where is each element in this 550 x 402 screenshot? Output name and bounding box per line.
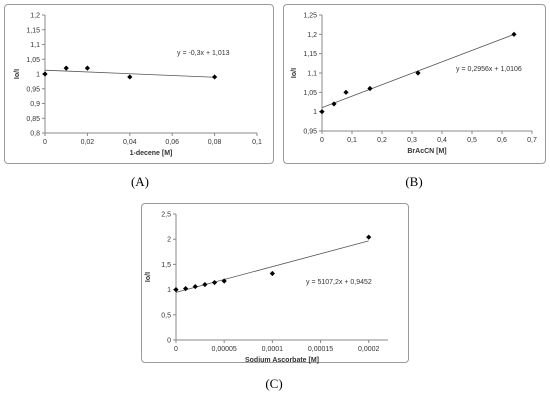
caption-c: (C) <box>265 376 283 391</box>
chart-panel-b: 0,95 1 1,05 1,1 1,15 1,2 1,25 0 0,1 0,2 0,3 0,4 0,5 0… <box>283 4 546 164</box>
x-tick-label: 0,3 <box>407 137 417 144</box>
y-tick-label: 0,85 <box>26 116 40 123</box>
data-point <box>319 109 325 115</box>
y-tick-label: 1 <box>36 72 40 79</box>
y-tick-label: 2,5 <box>161 212 171 219</box>
data-point <box>366 234 372 240</box>
x-tick-label: 0,0001 <box>262 346 284 353</box>
trendline-equation: y = 0,2956x + 1,0106 <box>456 66 522 73</box>
data-point <box>331 101 337 107</box>
caption-b: (B) <box>405 174 423 189</box>
data-point <box>212 74 218 80</box>
chart-b-svg: 0,95 1 1,05 1,1 1,15 1,2 1,25 0 0,1 0,2 0,3 0,4 0,5 0… <box>291 13 537 156</box>
y-tick-label: 1,2 <box>307 32 317 39</box>
y-tick-label: 1,1 <box>30 42 40 49</box>
x-tick-label: 0 <box>320 137 324 144</box>
x-tick-label: 0,00015 <box>308 346 333 353</box>
y-tick-label: 1 <box>167 287 171 294</box>
x-tick-label: 0,5 <box>467 137 477 144</box>
x-axis-title: BrAcCN [M] <box>407 148 446 155</box>
x-tick-label: 0,4 <box>437 137 447 144</box>
data-point <box>127 74 133 80</box>
data-point <box>221 278 227 284</box>
y-axis-title: Io/I <box>14 69 21 79</box>
x-tick-label: 0,2 <box>377 137 387 144</box>
data-point <box>511 31 517 37</box>
y-tick-label: 0,9 <box>30 101 40 108</box>
trendline <box>175 240 369 293</box>
y-tick-label: 2 <box>167 237 171 244</box>
trendline <box>44 69 215 78</box>
x-axis-title: Sodium Ascorbate [M] <box>245 357 319 364</box>
caption-a: (A) <box>130 174 150 189</box>
y-tick-label: 0,95 <box>303 129 317 136</box>
data-point <box>415 70 421 76</box>
data-point <box>202 281 208 288</box>
trendline-equation: y = -0,3x + 1,013 <box>177 50 230 57</box>
x-tick-label: 0,0002 <box>358 346 380 353</box>
x-tick-label: 0,1 <box>252 139 262 146</box>
x-tick-label: 0 <box>43 139 47 146</box>
chart-a-svg: 0,8 0,85 0,9 0,95 1 1,05 1,1 1,15 1,2 0 0,02 0,04 0,… <box>14 13 262 158</box>
chart-panel-c: 0 0,5 1 1,5 2 2,5 0 0,00005 0,0001 0,00015 0,0002 S… <box>141 203 409 364</box>
y-tick-label: 1,15 <box>303 51 317 58</box>
data-point <box>269 270 275 277</box>
data-point <box>63 65 69 71</box>
y-axis-title: Io/I <box>145 272 152 282</box>
x-axis-title: 1-decene [M] <box>130 150 173 157</box>
x-tick-label: 0,04 <box>123 139 137 146</box>
y-tick-label: 1,25 <box>303 13 317 20</box>
chart-c-svg: 0 0,5 1 1,5 2 2,5 0 0,00005 0,0001 0,00015 0,0002 S… <box>145 212 388 364</box>
x-tick-label: 0,1 <box>347 137 357 144</box>
y-axis-title: Io/I <box>291 68 298 78</box>
x-tick-label: 0,02 <box>81 139 95 146</box>
y-tick-label: 0,5 <box>161 312 171 319</box>
x-tick-label: 0 <box>174 346 178 353</box>
trendline-equation: y = 5107,2x + 0,9452 <box>306 279 372 286</box>
data-point <box>343 89 349 95</box>
y-tick-label: 1,05 <box>303 90 317 97</box>
y-tick-label: 1,1 <box>307 71 317 78</box>
data-point <box>192 283 198 290</box>
data-point <box>173 287 179 293</box>
y-tick-label: 0,8 <box>30 131 40 138</box>
y-tick-label: 1,05 <box>26 57 40 64</box>
x-tick-label: 0,6 <box>497 137 507 144</box>
y-tick-label: 1,5 <box>161 262 171 269</box>
y-tick-label: 1 <box>313 109 317 116</box>
data-point <box>211 279 218 286</box>
data-point <box>84 65 90 71</box>
y-tick-label: 0,95 <box>26 86 40 93</box>
x-tick-label: 0,06 <box>165 139 179 146</box>
y-tick-label: 0 <box>167 338 171 345</box>
data-point <box>42 71 48 77</box>
y-tick-label: 1,15 <box>26 27 40 34</box>
x-tick-label: 0,7 <box>527 137 537 144</box>
data-point <box>367 85 373 92</box>
y-tick-label: 1,2 <box>30 13 40 20</box>
x-tick-label: 0,08 <box>208 139 222 146</box>
x-tick-label: 0,00005 <box>212 346 237 353</box>
chart-panel-a: 0,8 0,85 0,9 0,95 1 1,05 1,1 1,15 1,2 0 0,02 0,04 0,… <box>4 4 274 164</box>
